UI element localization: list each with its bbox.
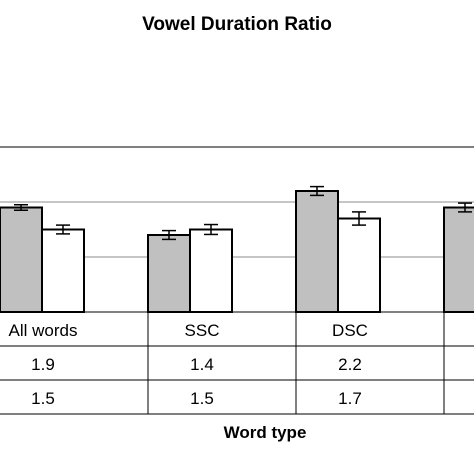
table-header-cell: DSC — [332, 321, 368, 340]
chart-title: Vowel Duration Ratio — [142, 14, 332, 35]
bar-series2-1 — [189, 228, 233, 313]
table-value-cell: 1.7 — [338, 389, 362, 408]
bar-series1-0 — [0, 206, 43, 313]
table-value-cell: 1.5 — [31, 389, 55, 408]
bar-series1-3 — [443, 206, 474, 313]
table-value-cell: 2.2 — [338, 355, 362, 374]
bar-series1-1 — [147, 234, 191, 313]
bar-series2-2 — [337, 217, 381, 313]
table-header-cell: All words — [9, 321, 78, 340]
bar-series2-0 — [41, 228, 85, 313]
bar-series1-2 — [295, 190, 339, 313]
table-header-cell: SSC — [185, 321, 220, 340]
table-value-cell: 1.5 — [190, 389, 214, 408]
table-value-cell: 1.9 — [31, 355, 55, 374]
x-axis-title: Word type — [223, 423, 307, 442]
table-value-cell: 1.4 — [190, 355, 214, 374]
